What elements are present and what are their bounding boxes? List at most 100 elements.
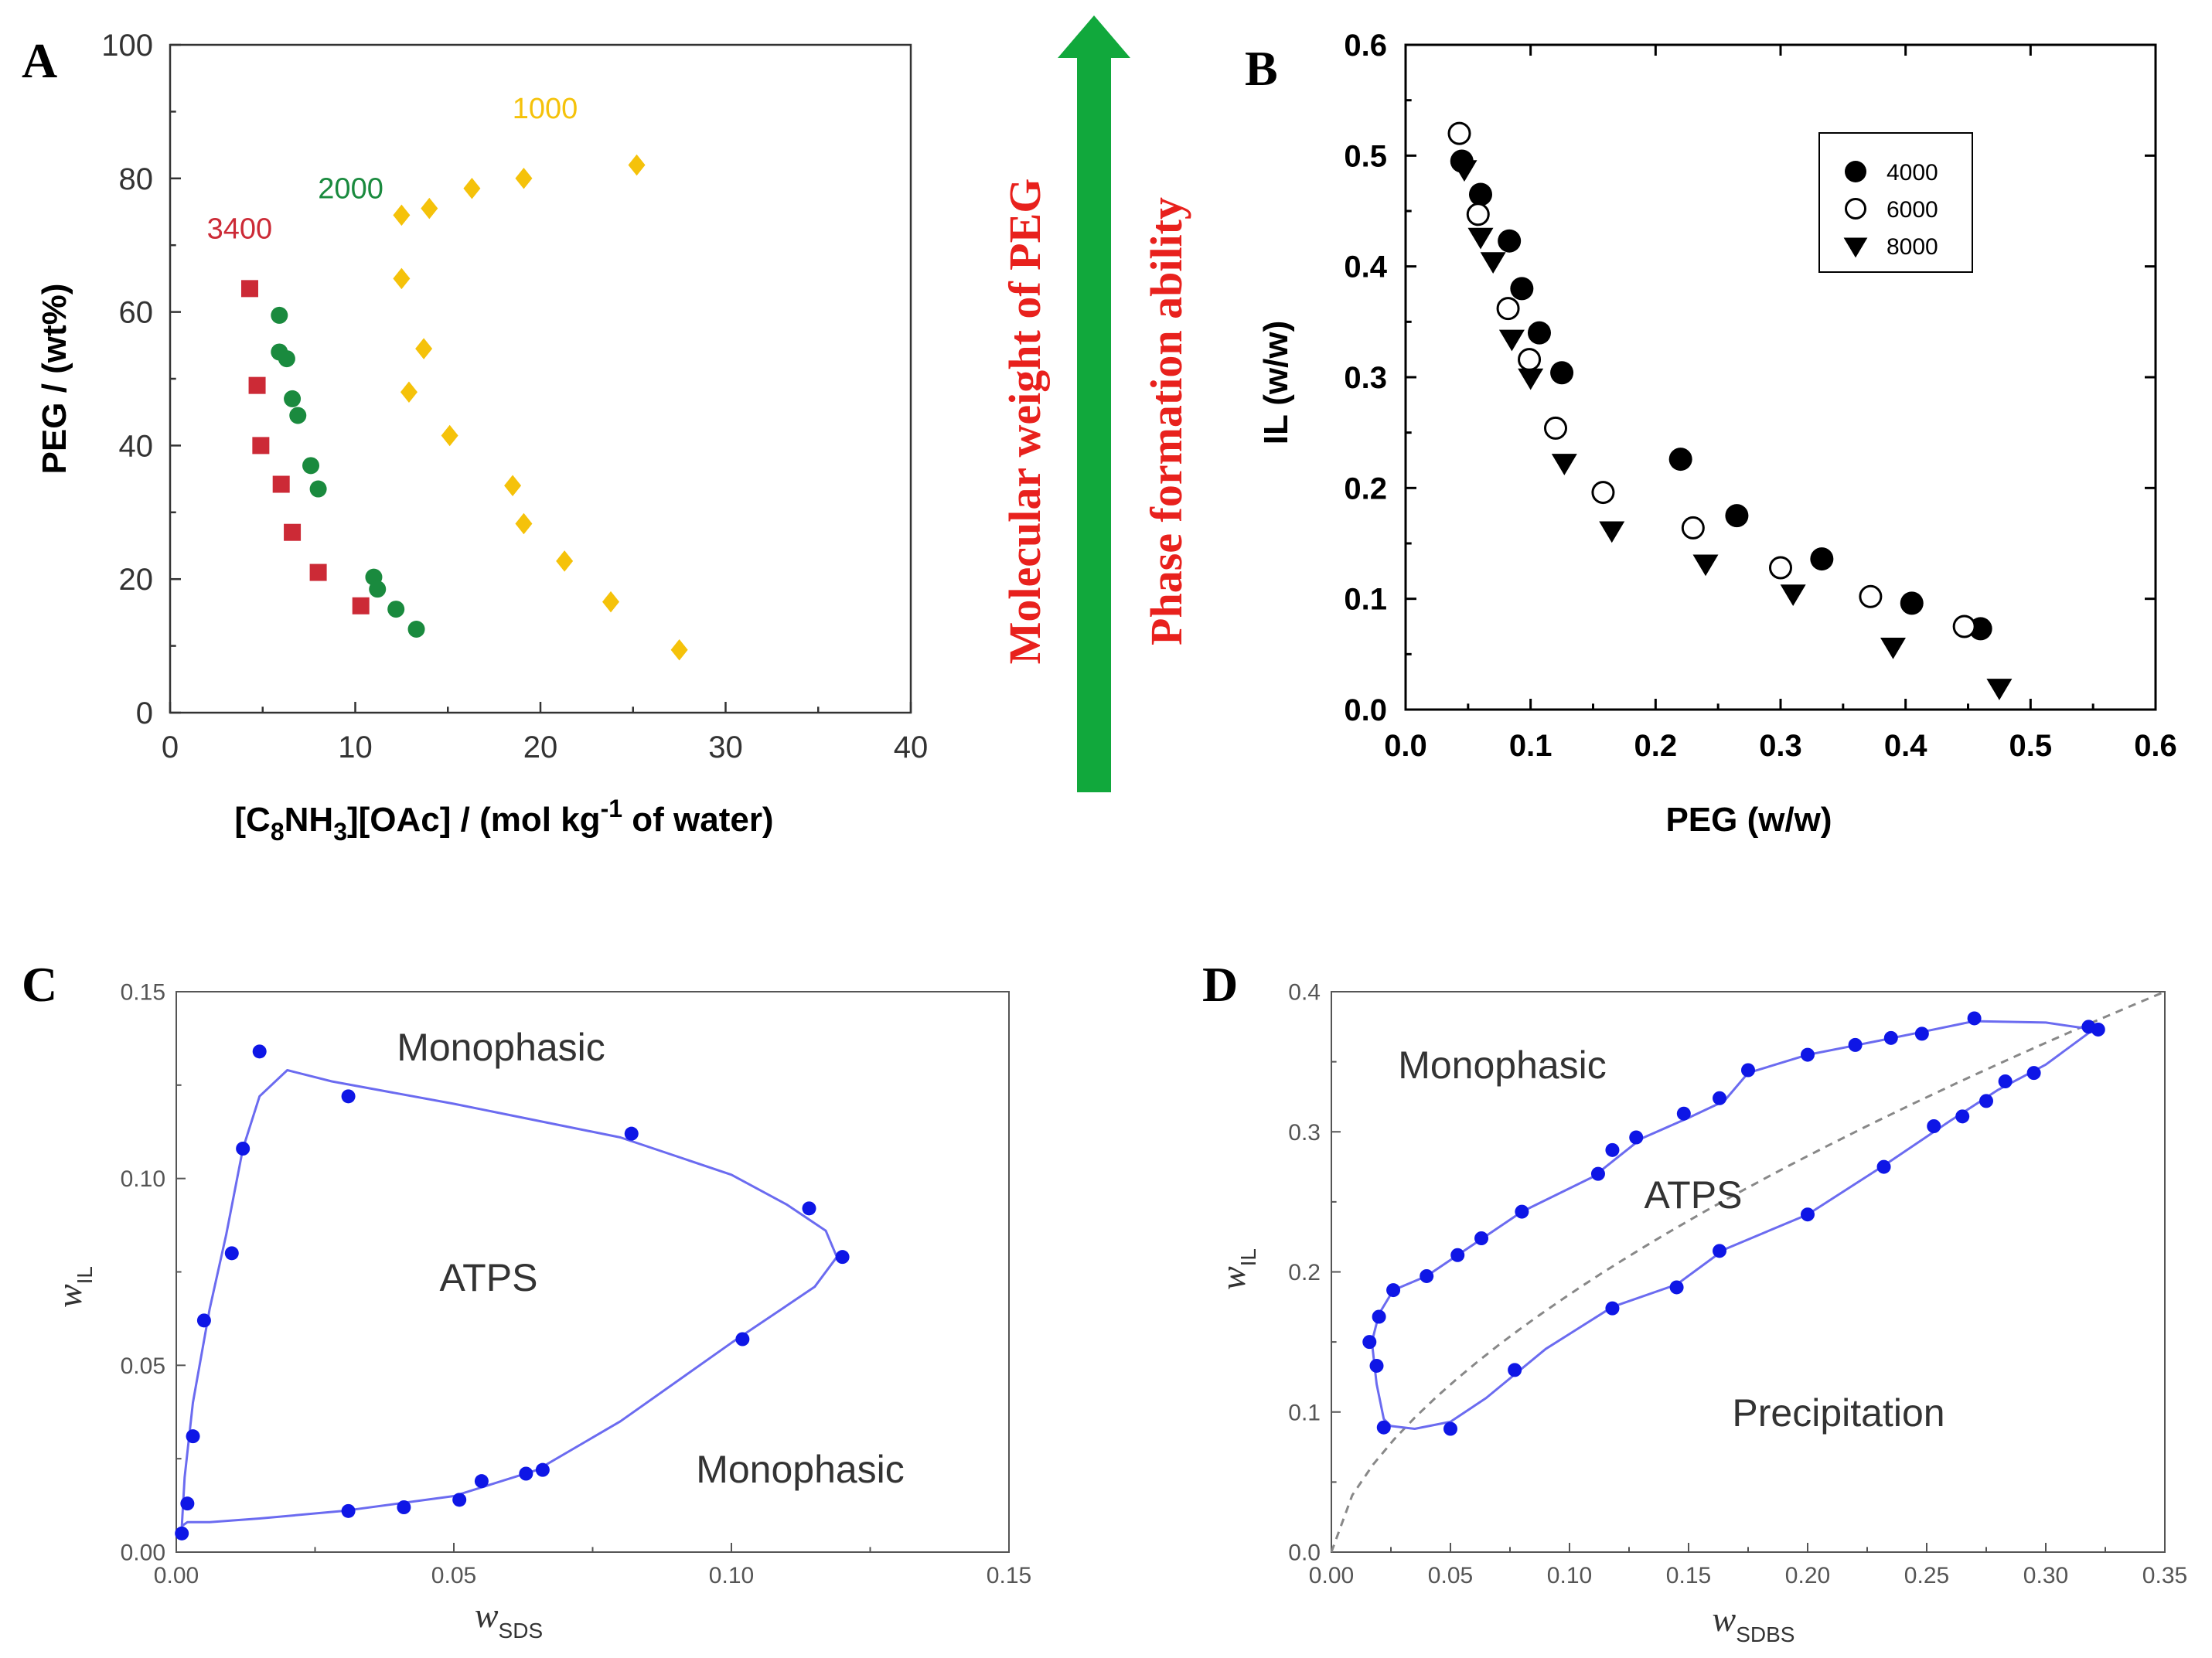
- data-point-6000: [1496, 297, 1520, 321]
- data-point-1000: [393, 267, 411, 290]
- data-point: [1515, 1204, 1529, 1219]
- legend-marker-8000: [1843, 237, 1868, 258]
- data-point-4000: [1527, 321, 1551, 345]
- data-point: [1420, 1268, 1434, 1283]
- panel-d-y-axis-label: wIL: [1213, 1248, 1260, 1290]
- series-label-2000: 2000: [318, 173, 383, 206]
- y-tick-label: 0.1: [1344, 583, 1387, 617]
- y-tick-label: 40: [119, 429, 154, 463]
- data-point-1000: [441, 424, 458, 447]
- data-point: [1979, 1094, 1993, 1108]
- data-point: [1629, 1130, 1644, 1145]
- data-point-6000: [1591, 481, 1615, 505]
- data-point: [474, 1474, 489, 1489]
- x-tick-label: 0.2: [1634, 729, 1678, 763]
- data-point-8000: [1551, 454, 1577, 475]
- data-point-2000: [407, 621, 425, 638]
- data-point-3400: [309, 563, 327, 581]
- data-point-8000: [1480, 252, 1506, 274]
- data-point-8000: [1451, 160, 1478, 182]
- x-tick-label: 0.35: [2142, 1563, 2187, 1588]
- data-point: [535, 1462, 550, 1477]
- data-point-1000: [556, 550, 574, 572]
- data-point: [196, 1313, 211, 1328]
- data-point-3400: [252, 437, 270, 455]
- data-point: [1967, 1011, 1982, 1026]
- x-tick-label: 0.4: [1884, 729, 1927, 763]
- data-point: [624, 1126, 639, 1141]
- data-point: [1605, 1142, 1620, 1157]
- data-point-6000: [1447, 121, 1471, 145]
- data-point-1000: [515, 168, 533, 189]
- legend-label-8000: 8000: [1887, 234, 1938, 260]
- data-point: [175, 1526, 189, 1541]
- y-tick-label: 0.10: [121, 1166, 165, 1192]
- data-point: [2026, 1066, 2041, 1081]
- y-tick-label: 0.6: [1344, 29, 1387, 63]
- data-point: [1848, 1037, 1863, 1052]
- data-point-2000: [278, 350, 295, 368]
- data-point-1000: [415, 338, 433, 359]
- panel-a: A 0 10 20 30 40 0 20 40 60 80 100 3400 2000 1000 [C8…: [22, 29, 928, 846]
- panel-a-y-axis-label: PEG / (wt%): [36, 284, 73, 475]
- data-point-3400: [240, 280, 258, 298]
- x-tick-label: 0.05: [1428, 1563, 1473, 1588]
- x-tick-label: 0.0: [1384, 729, 1427, 763]
- panel-d-marks: [1330, 990, 2166, 1553]
- data-point: [2091, 1022, 2105, 1037]
- data-point-2000: [369, 580, 387, 598]
- panel-c-axes: 0.00 0.05 0.10 0.15 0.00 0.05 0.10 0.15: [121, 980, 1032, 1589]
- data-point-1000: [463, 178, 481, 199]
- x-tick-label: 0.25: [1904, 1563, 1949, 1588]
- region-label-monophasic-top: Monophasic: [397, 1026, 605, 1069]
- data-point: [186, 1429, 200, 1444]
- y-tick-label: 0.1: [1288, 1400, 1321, 1425]
- data-point: [1914, 1026, 1929, 1041]
- data-point-8000: [1599, 521, 1625, 543]
- panel-c-x-axis-label: wSDS: [475, 1595, 543, 1643]
- data-point-1000: [504, 475, 522, 496]
- data-point: [1508, 1363, 1522, 1377]
- data-point-1000: [393, 204, 411, 226]
- x-tick-label: 0.15: [987, 1563, 1031, 1588]
- data-point: [1474, 1231, 1489, 1245]
- data-point-1000: [515, 512, 533, 535]
- data-point-6000: [1769, 556, 1792, 580]
- data-point: [835, 1250, 850, 1265]
- panel-b: B 0.0 0.1 0.2 0.3 0.4 0.5 0.60.00.10.20.30.40.…: [1245, 29, 2177, 839]
- data-point-2000: [271, 306, 288, 324]
- y-tick-label: 0: [136, 696, 153, 730]
- panel-c-y-axis-label: wIL: [49, 1266, 97, 1308]
- data-point-8000: [1692, 554, 1719, 577]
- panel-b-x-axis-label: PEG (w/w): [1665, 801, 1832, 839]
- y-tick-label: 0.0: [1288, 1541, 1321, 1566]
- data-point: [735, 1332, 750, 1346]
- legend-label-6000: 6000: [1887, 197, 1938, 223]
- data-point-8000: [1780, 584, 1806, 606]
- data-point: [1376, 1420, 1391, 1435]
- data-point-6000: [1952, 615, 1976, 638]
- y-tick-label: 0.4: [1288, 980, 1321, 1006]
- data-point-8000: [1467, 227, 1494, 250]
- x-tick-label: 0.15: [1666, 1563, 1711, 1588]
- data-point-4000: [1550, 361, 1574, 385]
- plot-frame: [169, 43, 912, 714]
- data-point: [341, 1089, 356, 1104]
- annotation-phase-formation: Phase formation ability: [1141, 197, 1191, 645]
- legend-label-4000: 4000: [1887, 160, 1938, 186]
- x-tick-label: 0.10: [709, 1563, 754, 1588]
- data-point-3400: [352, 597, 370, 615]
- plot-frame: [1404, 43, 2157, 711]
- data-point: [1362, 1335, 1377, 1350]
- data-point-2000: [302, 457, 320, 475]
- data-point: [1386, 1283, 1401, 1298]
- y-tick-label: 0.2: [1288, 1260, 1321, 1285]
- data-point-8000: [1518, 368, 1544, 390]
- x-tick-label: 0.3: [1759, 729, 1802, 763]
- data-point-1000: [400, 381, 418, 403]
- data-point: [1443, 1421, 1457, 1436]
- data-point-3400: [248, 376, 266, 394]
- x-tick-label: 20: [523, 730, 558, 764]
- data-point-6000: [1859, 584, 1883, 608]
- data-point-4000: [1469, 182, 1492, 206]
